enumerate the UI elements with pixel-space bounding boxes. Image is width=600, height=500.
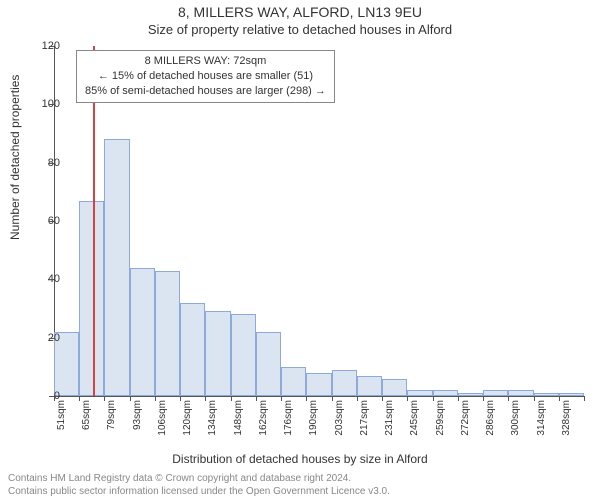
histogram-bar	[256, 332, 281, 396]
x-tick-mark	[559, 396, 560, 401]
x-tick-mark	[357, 396, 358, 401]
histogram-bar	[306, 373, 331, 396]
x-tick-label: 245sqm	[409, 400, 420, 440]
y-tick-mark	[49, 104, 54, 105]
x-tick-mark	[483, 396, 484, 401]
x-tick-mark	[130, 396, 131, 401]
histogram-bar	[458, 393, 483, 396]
y-tick-mark	[49, 338, 54, 339]
histogram-bar	[332, 370, 357, 396]
x-tick-label: 162sqm	[258, 400, 269, 440]
y-tick-label: 20	[30, 332, 60, 344]
y-tick-label: 80	[30, 157, 60, 169]
x-tick-label: 259sqm	[435, 400, 446, 440]
x-tick-label: 51sqm	[56, 400, 67, 440]
x-tick-label: 286sqm	[485, 400, 496, 440]
histogram-bar	[407, 390, 432, 396]
footer-line-1: Contains HM Land Registry data © Crown c…	[8, 473, 592, 486]
histogram-bar	[357, 376, 382, 396]
x-tick-mark	[534, 396, 535, 401]
x-tick-mark	[256, 396, 257, 401]
x-tick-label: 176sqm	[283, 400, 294, 440]
x-tick-label: 203sqm	[334, 400, 345, 440]
x-tick-mark	[458, 396, 459, 401]
x-tick-mark	[104, 396, 105, 401]
x-tick-label: 190sqm	[308, 400, 319, 440]
infobox-line-2: ← 15% of detached houses are smaller (51…	[85, 69, 326, 84]
title-sub: Size of property relative to detached ho…	[0, 22, 600, 37]
x-tick-mark	[54, 396, 55, 401]
histogram-bar	[155, 271, 180, 396]
y-tick-label: 60	[30, 215, 60, 227]
x-tick-mark	[332, 396, 333, 401]
x-tick-label: 120sqm	[182, 400, 193, 440]
histogram-bar	[231, 314, 256, 396]
y-tick-mark	[49, 221, 54, 222]
x-tick-mark	[433, 396, 434, 401]
histogram-bar	[483, 390, 508, 396]
infobox-line-3: 85% of semi-detached houses are larger (…	[85, 84, 326, 99]
x-tick-label: 231sqm	[384, 400, 395, 440]
x-tick-label: 93sqm	[132, 400, 143, 440]
histogram-bar	[205, 311, 230, 396]
footer-line-2: Contains public sector information licen…	[8, 486, 592, 499]
histogram-bar	[508, 390, 533, 396]
x-tick-mark	[306, 396, 307, 401]
histogram-bar	[433, 390, 458, 396]
x-tick-label: 272sqm	[460, 400, 471, 440]
y-tick-label: 40	[30, 273, 60, 285]
x-tick-mark	[281, 396, 282, 401]
x-tick-label: 314sqm	[536, 400, 547, 440]
histogram-bar	[281, 367, 306, 396]
histogram-bar	[382, 379, 407, 397]
chart-container: 8, MILLERS WAY, ALFORD, LN13 9EU Size of…	[0, 0, 600, 500]
x-tick-mark	[584, 396, 585, 401]
x-tick-label: 79sqm	[106, 400, 117, 440]
infobox-line-1: 8 MILLERS WAY: 72sqm	[85, 54, 326, 69]
y-tick-mark	[49, 163, 54, 164]
y-tick-label: 100	[30, 98, 60, 110]
plot-area: 8 MILLERS WAY: 72sqm← 15% of detached ho…	[54, 46, 584, 397]
x-tick-mark	[155, 396, 156, 401]
x-tick-label: 217sqm	[359, 400, 370, 440]
property-info-box: 8 MILLERS WAY: 72sqm← 15% of detached ho…	[76, 50, 335, 103]
x-tick-mark	[407, 396, 408, 401]
histogram-bar	[130, 268, 155, 396]
x-tick-label: 328sqm	[561, 400, 572, 440]
x-tick-mark	[231, 396, 232, 401]
histogram-bar	[180, 303, 205, 396]
footer-attribution: Contains HM Land Registry data © Crown c…	[8, 473, 592, 498]
x-axis-label: Distribution of detached houses by size …	[0, 452, 600, 466]
x-tick-mark	[508, 396, 509, 401]
x-tick-mark	[79, 396, 80, 401]
title-main: 8, MILLERS WAY, ALFORD, LN13 9EU	[0, 4, 600, 20]
x-tick-label: 300sqm	[510, 400, 521, 440]
y-tick-label: 120	[30, 40, 60, 52]
x-tick-label: 106sqm	[157, 400, 168, 440]
x-tick-mark	[180, 396, 181, 401]
x-tick-label: 148sqm	[233, 400, 244, 440]
x-tick-label: 134sqm	[207, 400, 218, 440]
histogram-bar	[534, 393, 559, 396]
histogram-bar	[559, 393, 584, 396]
y-tick-mark	[49, 46, 54, 47]
x-tick-mark	[382, 396, 383, 401]
y-axis-label: Number of detached properties	[8, 75, 22, 240]
x-tick-mark	[205, 396, 206, 401]
histogram-bar	[104, 139, 129, 396]
y-tick-mark	[49, 279, 54, 280]
x-tick-label: 65sqm	[81, 400, 92, 440]
